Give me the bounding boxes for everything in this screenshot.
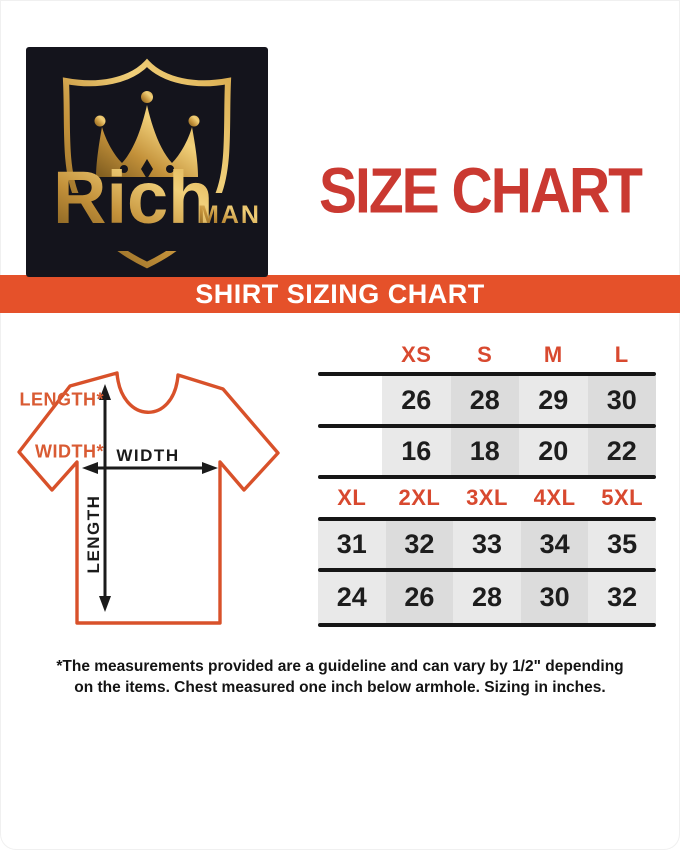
table-cell: 26 [382, 376, 451, 424]
size-header-s: S [477, 342, 493, 367]
size-table: XS S M L LENGTH* 26 28 29 30 WIDTH* 16 1… [20, 338, 656, 627]
size-header-row-small: XS S M L [318, 338, 656, 372]
table-cell: 16 [382, 428, 451, 475]
table-cell: 29 [519, 376, 588, 424]
table-corner-cell [318, 338, 382, 372]
row-label-cell: WIDTH* [35, 428, 382, 475]
table-divider [318, 424, 656, 428]
brand-name-suffix: MAN [198, 201, 261, 229]
table-divider [318, 623, 656, 627]
table-cell: 20 [519, 428, 588, 475]
footnote-line-2: on the items. Chest measured one inch be… [74, 679, 606, 696]
size-header-2xl: 2XL [398, 485, 441, 510]
table-cell: 31 [318, 521, 386, 568]
table-row-width: WIDTH* 16 18 20 22 [35, 428, 656, 475]
size-header-xl: XL [337, 485, 367, 510]
row-label-length: LENGTH* [19, 389, 104, 410]
tshirt-diagram: WIDTH LENGTH [17, 371, 280, 625]
length-arrow-icon [99, 384, 111, 612]
section-banner-text: SHIRT SIZING CHART [195, 278, 485, 309]
page-title: SIZE CHART [319, 155, 643, 227]
row-label-width: WIDTH* [35, 441, 104, 461]
footnote: *The measurements provided are a guideli… [0, 656, 680, 698]
brand-name: Rich [53, 156, 213, 239]
width-label: WIDTH [116, 446, 179, 465]
table-cell: 26 [385, 572, 454, 623]
logo-text-backdrop [42, 193, 252, 251]
size-header-row-large: XL 2XL 3XL 4XL 5XL [318, 479, 656, 517]
table-cell: 28 [453, 572, 521, 623]
table-row-width-large: 24 26 28 30 32 [318, 572, 656, 623]
size-header-4xl: 4XL [533, 485, 576, 510]
table-divider [318, 475, 656, 479]
table-cell: 18 [450, 428, 519, 475]
table-cell: 35 [588, 521, 656, 568]
crown-icon [94, 91, 200, 179]
table-cell: 22 [587, 428, 656, 475]
size-header-3xl: 3XL [466, 485, 508, 510]
table-cell: 34 [520, 521, 589, 568]
brand-logo-graphic: Rich MAN [42, 58, 261, 269]
length-label: LENGTH [84, 495, 103, 574]
table-cell: 32 [588, 572, 656, 623]
brand-logo: Rich MAN [26, 47, 268, 277]
table-divider [318, 568, 656, 572]
table-cell: 32 [385, 521, 454, 568]
table-cell: 28 [450, 376, 519, 424]
shield-icon [62, 58, 232, 269]
width-arrow-icon [82, 462, 218, 474]
tshirt-outline-icon [17, 371, 280, 625]
footnote-line-1: *The measurements provided are a guideli… [56, 658, 624, 675]
size-header-m: M [543, 342, 563, 367]
size-header-xs: XS [401, 342, 432, 367]
table-divider [318, 372, 656, 376]
table-cell: 24 [318, 572, 386, 623]
table-row-length-large: 31 32 33 34 35 [318, 521, 656, 568]
table-cell: 30 [520, 572, 589, 623]
size-header-l: L [614, 342, 629, 367]
table-cell: 30 [587, 376, 656, 424]
table-cell: 33 [453, 521, 521, 568]
table-row-length: LENGTH* 26 28 29 30 [20, 376, 656, 424]
row-label-cell: LENGTH* [20, 376, 382, 424]
size-header-5xl: 5XL [601, 485, 644, 510]
section-banner: SHIRT SIZING CHART [0, 275, 680, 313]
table-divider [318, 517, 656, 521]
